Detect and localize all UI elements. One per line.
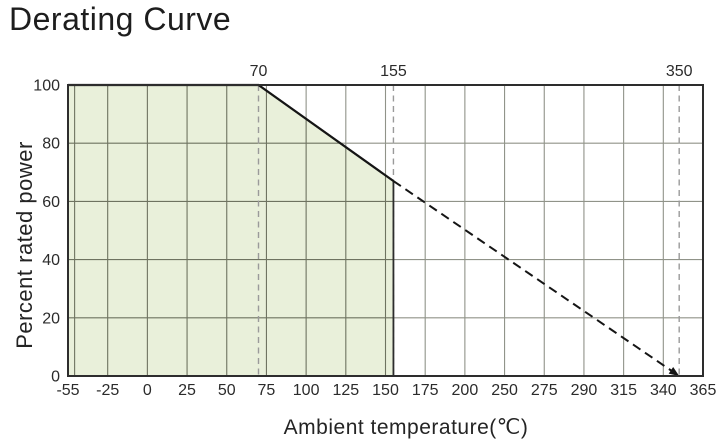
- gridlines-in-area: [68, 85, 394, 376]
- x-tick-label: 315: [610, 382, 637, 399]
- plot-border: [67, 84, 704, 377]
- y-tick-label: 100: [33, 78, 60, 95]
- y-tick-label: 20: [42, 310, 60, 327]
- x-tick-label: 100: [293, 382, 320, 399]
- x-tick-label: 125: [332, 382, 359, 399]
- x-tick-label: 50: [218, 382, 236, 399]
- y-tick-label: 0: [51, 369, 60, 386]
- reference-label-350: 350: [666, 63, 693, 80]
- chart-title: Derating Curve: [9, 1, 232, 37]
- y-tick-label: 60: [42, 194, 60, 211]
- x-axis-title: Ambient temperature(℃): [283, 416, 529, 439]
- x-tick-label: 75: [258, 382, 276, 399]
- x-tick-label: 0: [143, 382, 152, 399]
- x-tick-label: 290: [571, 382, 598, 399]
- x-tick-label: 365: [690, 382, 717, 399]
- x-tick-label: 340: [650, 382, 677, 399]
- x-tick-label: 275: [531, 382, 558, 399]
- rated-power-area: [68, 85, 394, 376]
- x-tick-label: 25: [178, 382, 196, 399]
- reference-label-70: 70: [250, 63, 268, 80]
- x-tick-label: 200: [452, 382, 479, 399]
- derating-curve-projection: [392, 180, 680, 377]
- reference-label-155: 155: [380, 63, 407, 80]
- x-tick-label: 175: [412, 382, 439, 399]
- x-tick-label: 150: [372, 382, 399, 399]
- x-tick-label: 250: [491, 382, 518, 399]
- projection-arrowhead-icon: [668, 367, 680, 376]
- y-tick-label: 40: [42, 252, 60, 269]
- x-tick-label: -55: [56, 382, 79, 399]
- x-tick-label: -25: [96, 382, 119, 399]
- y-tick-label: 80: [42, 136, 60, 153]
